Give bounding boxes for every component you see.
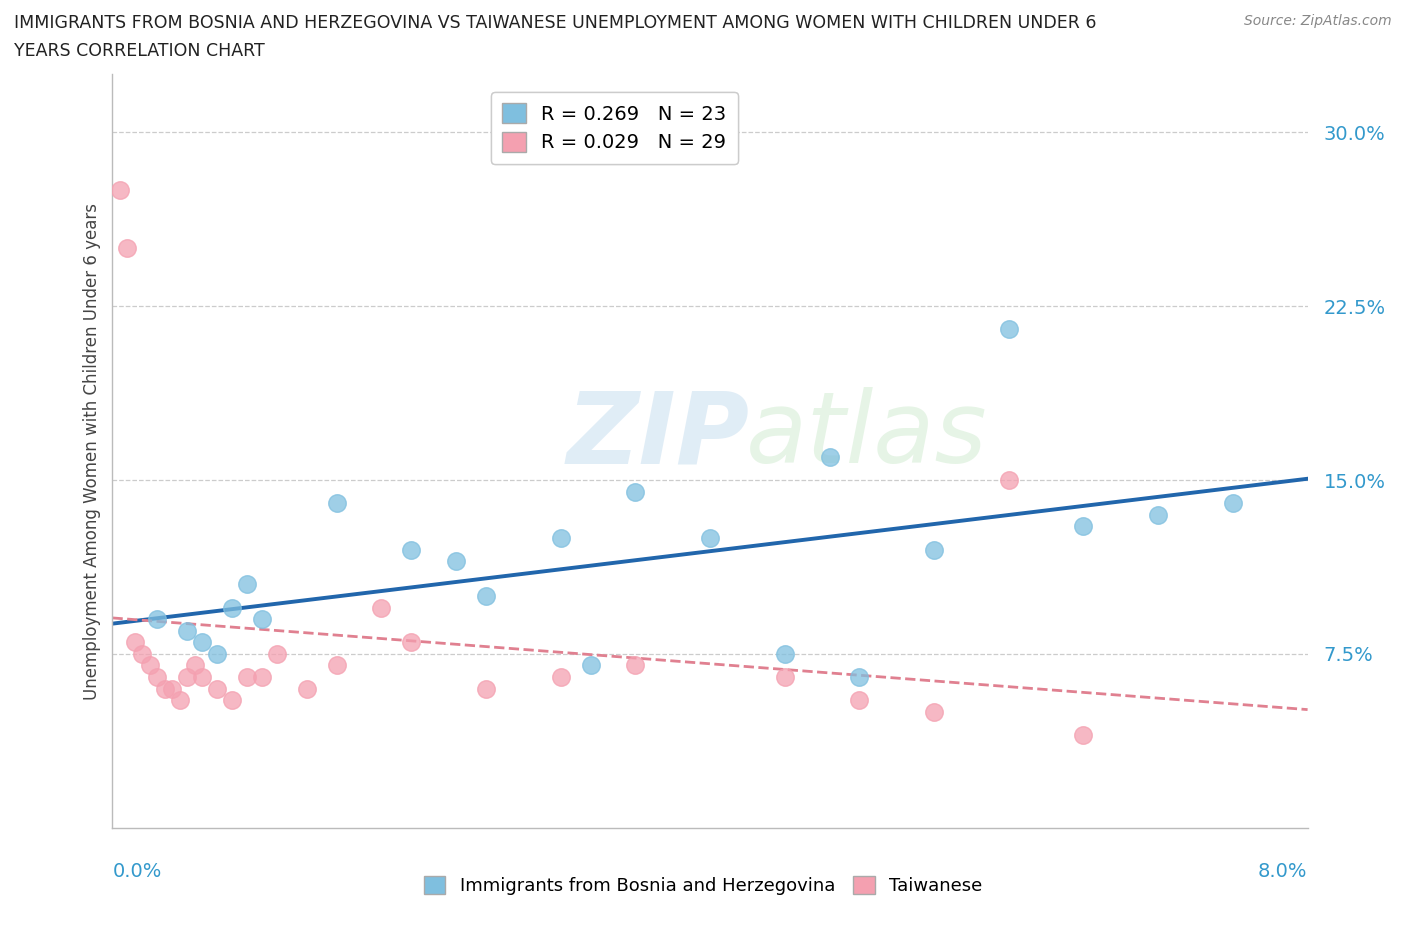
Point <box>699 530 721 545</box>
Legend: R = 0.269   N = 23, R = 0.029   N = 29: R = 0.269 N = 23, R = 0.029 N = 29 <box>491 92 738 164</box>
Point <box>295 681 318 696</box>
Point <box>205 646 228 661</box>
Text: atlas: atlas <box>747 388 987 485</box>
Point <box>401 635 423 650</box>
Point <box>153 681 176 696</box>
Text: Source: ZipAtlas.com: Source: ZipAtlas.com <box>1244 14 1392 28</box>
Point <box>124 635 146 650</box>
Point <box>998 322 1021 337</box>
Point <box>848 670 870 684</box>
Point <box>169 693 191 708</box>
Text: 0.0%: 0.0% <box>112 861 162 881</box>
Y-axis label: Unemployment Among Women with Children Under 6 years: Unemployment Among Women with Children U… <box>83 203 101 699</box>
Point <box>176 670 198 684</box>
Point <box>624 658 647 673</box>
Point <box>221 693 243 708</box>
Point <box>236 577 259 591</box>
Point <box>191 670 214 684</box>
Point <box>401 542 423 557</box>
Point <box>475 681 498 696</box>
Point <box>146 670 169 684</box>
Text: IMMIGRANTS FROM BOSNIA AND HERZEGOVINA VS TAIWANESE UNEMPLOYMENT AMONG WOMEN WIT: IMMIGRANTS FROM BOSNIA AND HERZEGOVINA V… <box>14 14 1097 32</box>
Point <box>266 646 288 661</box>
Point <box>773 670 796 684</box>
Point <box>221 600 243 615</box>
Point <box>550 530 572 545</box>
Point <box>191 635 214 650</box>
Point <box>117 241 139 256</box>
Point <box>146 612 169 627</box>
Point <box>922 542 945 557</box>
Point <box>475 589 498 604</box>
Point <box>108 183 131 198</box>
Point <box>1147 508 1170 523</box>
Point <box>922 704 945 719</box>
Point <box>176 623 198 638</box>
Point <box>370 600 392 615</box>
Point <box>1073 519 1095 534</box>
Point <box>818 449 841 464</box>
Point <box>325 658 347 673</box>
Point <box>444 553 467 568</box>
Point <box>205 681 228 696</box>
Point <box>1222 496 1244 511</box>
Legend: Immigrants from Bosnia and Herzegovina, Taiwanese: Immigrants from Bosnia and Herzegovina, … <box>416 869 990 902</box>
Point <box>773 646 796 661</box>
Point <box>624 485 647 499</box>
Point <box>183 658 205 673</box>
Point <box>325 496 347 511</box>
Point <box>139 658 162 673</box>
Point <box>550 670 572 684</box>
Point <box>998 472 1021 487</box>
Point <box>579 658 602 673</box>
Point <box>250 670 273 684</box>
Text: YEARS CORRELATION CHART: YEARS CORRELATION CHART <box>14 42 264 60</box>
Text: 8.0%: 8.0% <box>1258 861 1308 881</box>
Point <box>236 670 259 684</box>
Point <box>131 646 153 661</box>
Point <box>1073 727 1095 742</box>
Point <box>250 612 273 627</box>
Point <box>848 693 870 708</box>
Point <box>162 681 183 696</box>
Text: ZIP: ZIP <box>567 388 749 485</box>
